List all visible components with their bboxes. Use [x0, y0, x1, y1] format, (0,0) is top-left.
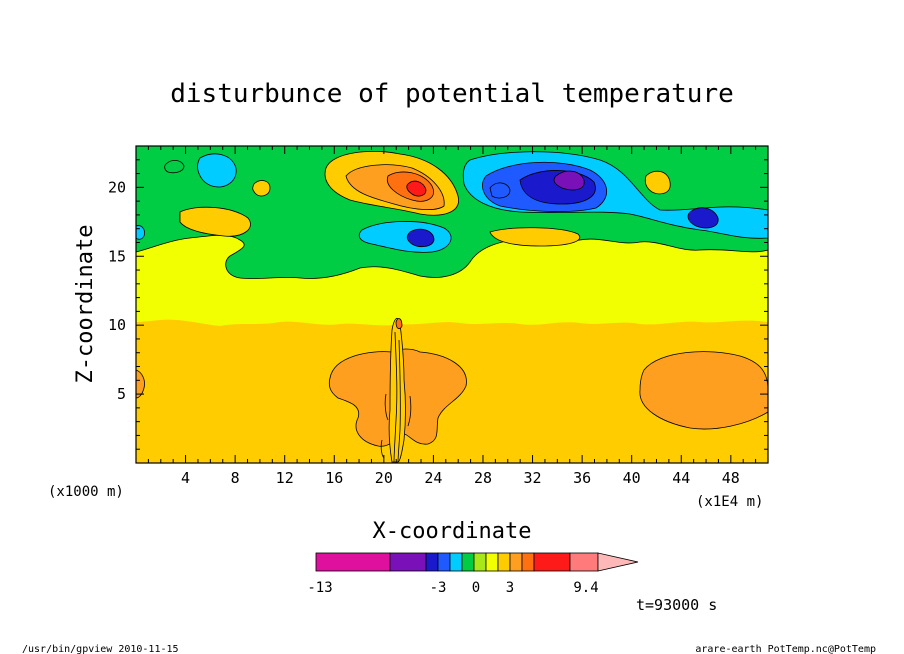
x-tick-label: 44	[672, 469, 690, 487]
colorbar-label-zero: 0	[472, 580, 480, 596]
colorbar-label-three: 3	[506, 580, 514, 596]
colorbar-swatch	[425, 552, 439, 572]
colorbar-swatch	[449, 552, 463, 572]
y-tick-label: 5	[117, 385, 126, 403]
axis-ticks	[136, 146, 768, 463]
x-tick-label: 28	[474, 469, 492, 487]
x-tick-label: 20	[375, 469, 393, 487]
contour-cyan-left	[197, 153, 237, 188]
time-label: t=93000 s	[636, 596, 717, 614]
contour-blob-mid	[489, 227, 581, 247]
contour-blob-right	[644, 170, 671, 195]
x-tick-label: 12	[276, 469, 294, 487]
contour-purple-core	[553, 170, 585, 191]
y-tick-label: 20	[108, 178, 126, 196]
x-tick-label: 4	[181, 469, 190, 487]
footer-left: /usr/bin/gpview 2010-11-15	[22, 644, 179, 654]
contour-orange-lower-right	[639, 351, 768, 430]
colorbar	[315, 552, 639, 572]
colorbar-label-neg3: -3	[430, 580, 447, 596]
x-tick-label: 24	[424, 469, 442, 487]
x-axis-label: X-coordinate	[373, 519, 532, 544]
colorbar-swatch	[521, 552, 535, 572]
contour-blue-small-left	[489, 182, 511, 199]
x-tick-label: 36	[573, 469, 591, 487]
colorbar-swatch	[461, 552, 475, 572]
colorbar-label-min: -13	[307, 580, 332, 596]
contour-blue-mid	[406, 228, 435, 248]
contour-green-island	[164, 160, 185, 174]
colorbar-swatch	[389, 552, 427, 572]
colorbar-swatch	[497, 552, 511, 572]
chart-title: disturbunce of potential temperature	[170, 79, 734, 109]
contour-redcore-upper	[406, 180, 427, 197]
x-tick-label: 8	[231, 469, 240, 487]
contour-blob-left	[179, 206, 251, 237]
x-unit-left: (x1000 m)	[48, 484, 124, 500]
colorbar-swatch	[473, 552, 487, 572]
colorbar-swatch	[315, 552, 391, 572]
contour-blue-right	[687, 207, 719, 229]
colorbar-swatch	[485, 552, 499, 572]
contour-plume-tip	[395, 318, 403, 329]
y-tick-label: 15	[108, 247, 126, 265]
plot-frame	[135, 145, 769, 464]
colorbar-swatch	[569, 552, 599, 572]
colorbar-label-max: 9.4	[573, 580, 598, 596]
x-tick-label: 48	[722, 469, 740, 487]
colorbar-arrow	[597, 552, 639, 572]
x-tick-label: 32	[524, 469, 542, 487]
colorbar-swatch	[509, 552, 523, 572]
y-axis-label: Z-coordinate	[73, 225, 98, 384]
colorbar-swatch	[437, 552, 451, 572]
colorbar-swatch	[533, 552, 571, 572]
contour-plume-core	[380, 331, 412, 463]
y-tick-label: 10	[108, 316, 126, 334]
x-tick-label: 16	[325, 469, 343, 487]
contour-cyan-edge	[136, 225, 145, 240]
x-unit-right: (x1E4 m)	[696, 494, 763, 510]
contour-orange-lower-edge	[136, 369, 145, 399]
contour-blob-small	[252, 180, 271, 197]
contour-field	[136, 146, 768, 463]
footer-right: arare-earth_PotTemp.nc@PotTemp	[695, 644, 876, 654]
x-tick-label: 40	[623, 469, 641, 487]
